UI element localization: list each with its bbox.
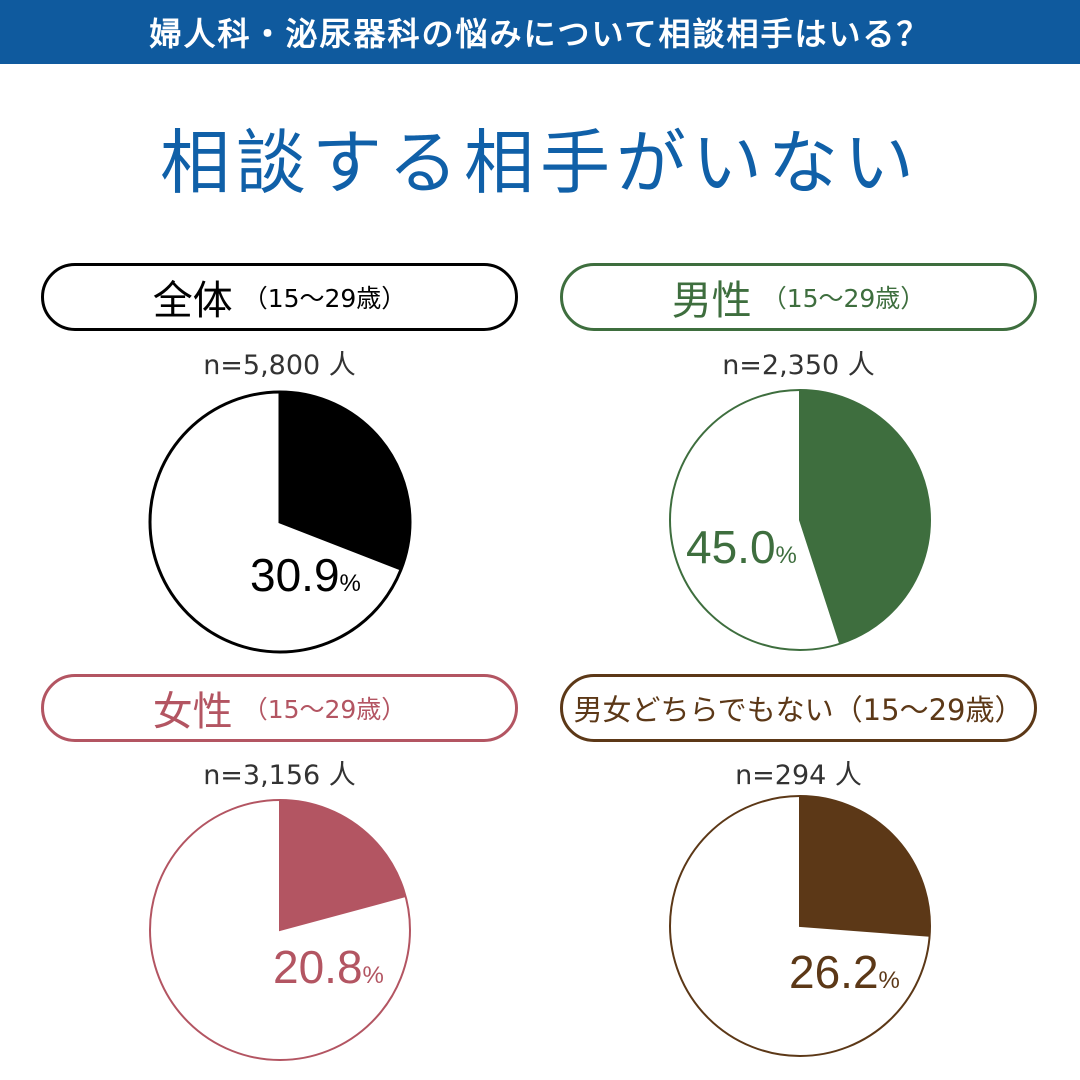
pie-slice-value [280,800,406,930]
percent-label: 30.9% [250,548,361,602]
percent-value: 45.0 [686,521,776,573]
title-banner: 婦人科・泌尿器科の悩みについて相談相手はいる？ [0,0,1080,64]
panel-title: 全体 [152,278,233,324]
panel-title: 女性 [152,689,233,735]
percent-label: 20.8% [273,940,384,994]
pie-chart-overall [148,390,412,654]
percent-value: 20.8 [273,941,363,993]
pie-chart-nonbinary [669,795,931,1057]
pie-slice-value [800,390,930,644]
banner-text: 婦人科・泌尿器科の悩みについて相談相手はいる？ [149,15,931,53]
percent-unit: % [339,570,361,597]
sample-size-label: n=5,800 人 [203,350,356,381]
percent-value: 26.2 [789,946,879,998]
panel-label-female: 女性 （15～29歳） [41,674,518,742]
percent-label: 26.2% [789,945,900,999]
pie-slice-edge [279,800,406,932]
pie-slice-value [800,796,930,936]
panel-age-range: （15～29歳） [242,695,407,724]
percent-value: 30.9 [250,549,340,601]
panel-label-male: 男性 （15～29歳） [560,263,1037,331]
panel-title: 男性 [671,278,752,324]
percent-unit: % [878,967,900,994]
percent-unit: % [362,962,384,989]
pie-chart-male [669,389,931,651]
percent-unit: % [775,542,797,569]
panel-title: 男女どちらでもない（15～29歳） [573,693,1024,727]
panel-age-range: （15～29歳） [761,284,926,313]
sample-size-label: n=3,156 人 [203,760,356,791]
panel-age-range: （15～29歳） [242,284,407,313]
headline: 相談する相手がいない [160,122,920,204]
percent-label: 45.0% [686,520,797,574]
pie-slice-edge [278,392,402,571]
panel-label-overall: 全体 （15～29歳） [41,263,518,331]
panel-label-nonbinary: 男女どちらでもない（15～29歳） [560,674,1037,742]
pie-chart-female [149,799,411,1061]
sample-size-label: n=2,350 人 [722,350,875,381]
pie-slice-edge [799,796,930,937]
sample-size-label: n=294 人 [735,760,862,791]
pie-slice-edge [799,390,842,644]
